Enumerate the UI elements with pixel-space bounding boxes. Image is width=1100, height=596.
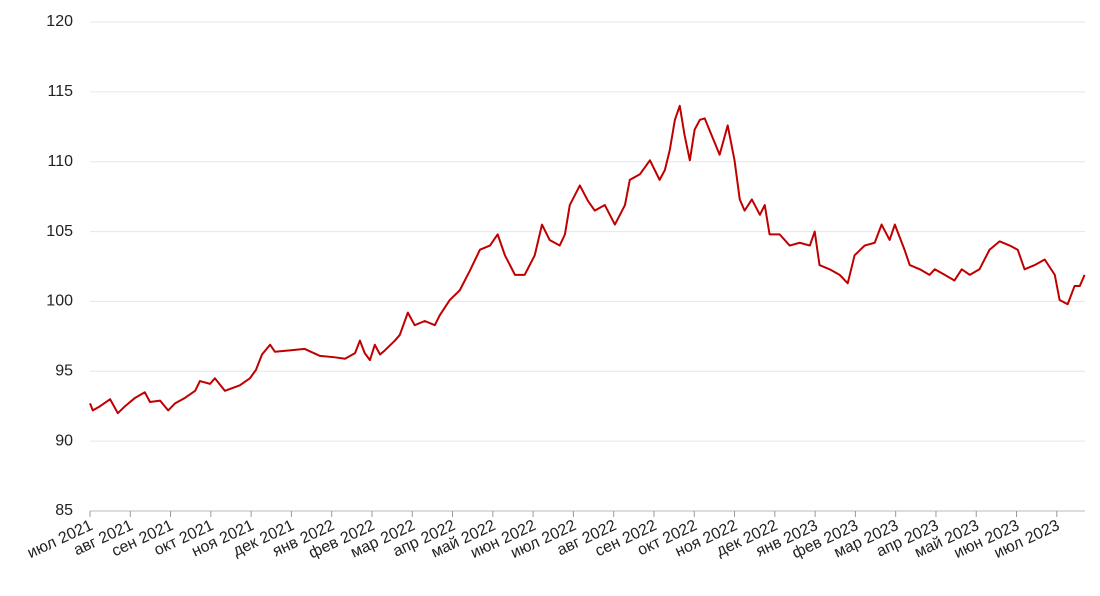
line (89, 104, 1086, 415)
y-tick-label: 105 (46, 223, 73, 240)
y-tick-label: 100 (46, 293, 73, 310)
y-tick-label: 120 (46, 13, 73, 30)
y-tick-label: 85 (55, 502, 73, 519)
y-tick-label: 110 (47, 153, 73, 170)
y-tick-label: 95 (55, 363, 73, 380)
y-tick-label: 90 (55, 432, 73, 449)
y-tick-label: 115 (47, 83, 73, 100)
